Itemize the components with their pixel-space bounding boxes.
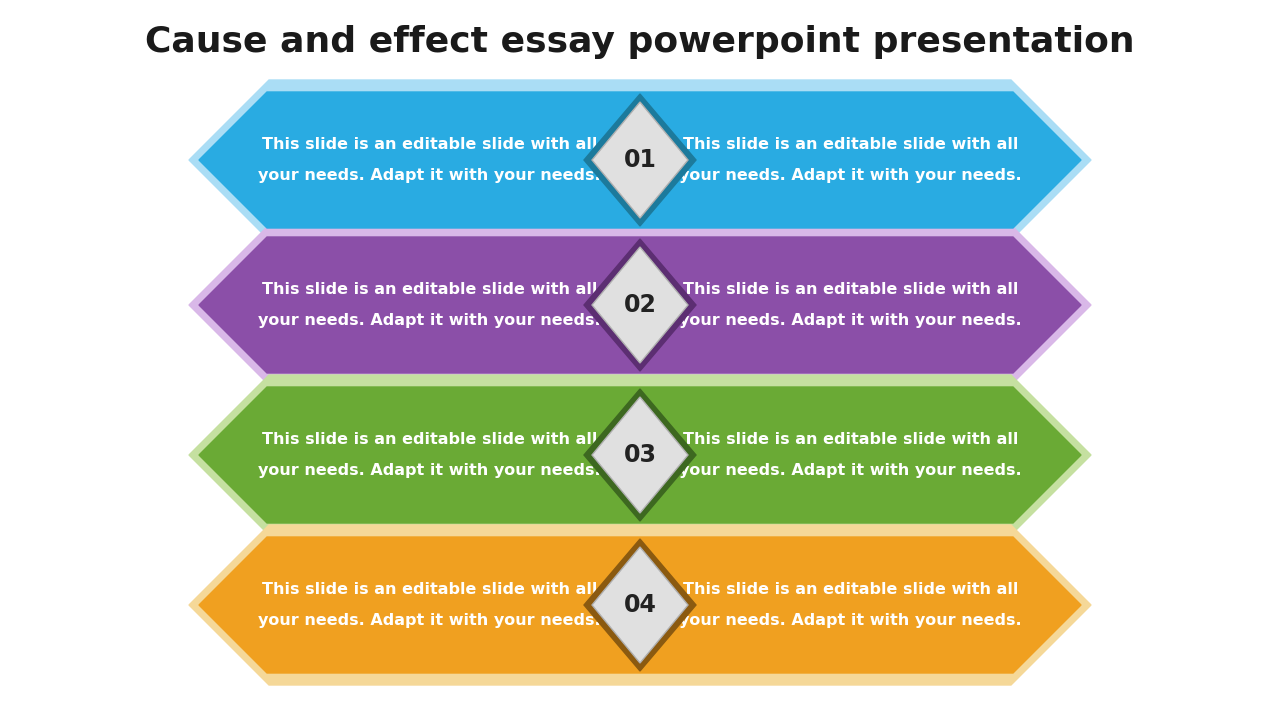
- Text: your needs. Adapt it with your needs.: your needs. Adapt it with your needs.: [259, 613, 600, 628]
- Text: your needs. Adapt it with your needs.: your needs. Adapt it with your needs.: [259, 313, 600, 328]
- Text: This slide is an editable slide with all: This slide is an editable slide with all: [682, 282, 1018, 297]
- Polygon shape: [198, 387, 1082, 523]
- Text: This slide is an editable slide with all: This slide is an editable slide with all: [262, 582, 598, 597]
- Text: This slide is an editable slide with all: This slide is an editable slide with all: [682, 582, 1018, 597]
- Text: 02: 02: [623, 293, 657, 317]
- Text: your needs. Adapt it with your needs.: your needs. Adapt it with your needs.: [680, 168, 1021, 183]
- Polygon shape: [584, 94, 696, 226]
- Text: 01: 01: [623, 148, 657, 172]
- Text: This slide is an editable slide with all: This slide is an editable slide with all: [262, 137, 598, 152]
- Text: Cause and effect essay powerpoint presentation: Cause and effect essay powerpoint presen…: [145, 25, 1135, 59]
- Text: your needs. Adapt it with your needs.: your needs. Adapt it with your needs.: [680, 463, 1021, 478]
- Text: This slide is an editable slide with all: This slide is an editable slide with all: [262, 432, 598, 447]
- Text: 03: 03: [623, 443, 657, 467]
- Polygon shape: [198, 537, 1082, 673]
- Polygon shape: [584, 239, 696, 371]
- Polygon shape: [189, 525, 1091, 685]
- Text: your needs. Adapt it with your needs.: your needs. Adapt it with your needs.: [259, 168, 600, 183]
- Polygon shape: [198, 237, 1082, 373]
- Text: This slide is an editable slide with all: This slide is an editable slide with all: [682, 137, 1018, 152]
- Text: your needs. Adapt it with your needs.: your needs. Adapt it with your needs.: [680, 313, 1021, 328]
- Polygon shape: [189, 80, 1091, 240]
- Polygon shape: [189, 225, 1091, 385]
- Polygon shape: [591, 102, 689, 218]
- Polygon shape: [584, 389, 696, 521]
- Polygon shape: [591, 397, 689, 513]
- Text: your needs. Adapt it with your needs.: your needs. Adapt it with your needs.: [259, 463, 600, 478]
- Polygon shape: [591, 247, 689, 363]
- Polygon shape: [591, 547, 689, 663]
- Text: This slide is an editable slide with all: This slide is an editable slide with all: [262, 282, 598, 297]
- Polygon shape: [198, 92, 1082, 228]
- Text: 04: 04: [623, 593, 657, 617]
- Text: your needs. Adapt it with your needs.: your needs. Adapt it with your needs.: [680, 613, 1021, 628]
- Text: This slide is an editable slide with all: This slide is an editable slide with all: [682, 432, 1018, 447]
- Polygon shape: [584, 539, 696, 671]
- Polygon shape: [189, 375, 1091, 535]
